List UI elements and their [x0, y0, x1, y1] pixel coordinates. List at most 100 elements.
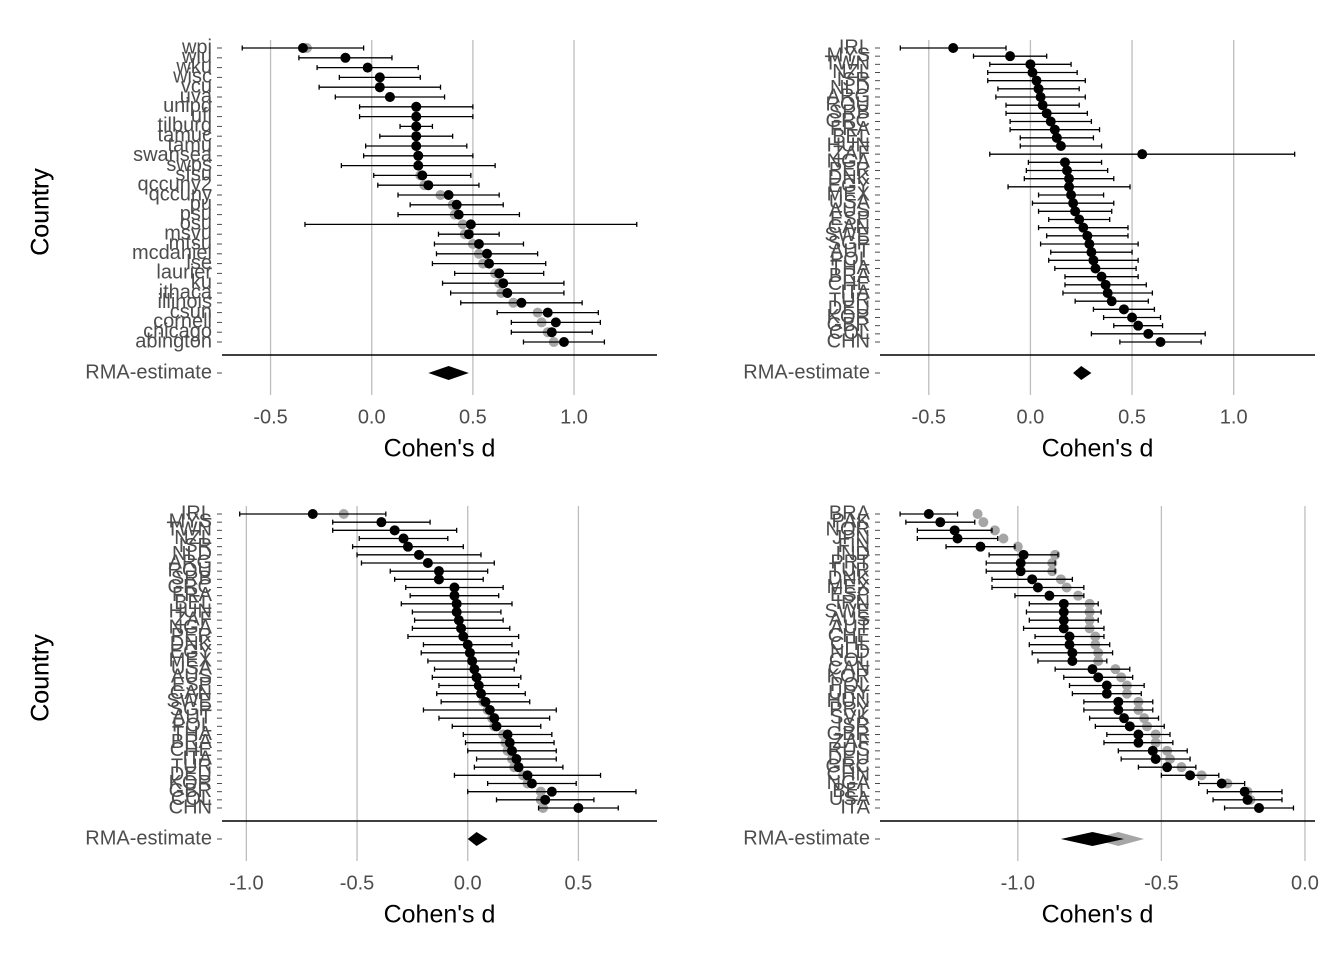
point [449, 590, 460, 601]
point [540, 794, 551, 805]
y-tick-label: ISR [179, 535, 212, 557]
point [411, 141, 422, 151]
estimate-diamond [467, 832, 488, 846]
y-tick-label: qccuny [149, 183, 212, 205]
y-tick-label: qccuny2 [138, 173, 213, 195]
point [1133, 729, 1144, 740]
point [453, 615, 464, 626]
y-tick-label: IRL [839, 36, 870, 58]
point [1027, 574, 1038, 585]
point [462, 639, 473, 650]
point [362, 62, 373, 73]
y-tick-label: PRT [830, 551, 870, 573]
point [1037, 100, 1048, 111]
y-tick-label: POL [172, 715, 212, 737]
point [464, 647, 475, 658]
y-tick-label: wisc [172, 66, 212, 88]
y-axis-title: Country [27, 634, 55, 722]
point [1058, 607, 1069, 617]
y-tick-label: swansea [133, 144, 213, 166]
point [489, 713, 500, 724]
point [374, 82, 385, 93]
point [1113, 696, 1124, 707]
x-tick-label: -1.0 [1001, 872, 1035, 894]
point [1049, 124, 1060, 135]
y-tick-label: ARG [827, 85, 870, 107]
estimate-diamond [1073, 366, 1092, 380]
point [1033, 83, 1044, 94]
point [507, 745, 517, 756]
y-tick-label: NGA [169, 617, 213, 639]
point [1015, 558, 1026, 568]
x-tick-label: 0.0 [358, 406, 386, 428]
point [935, 517, 946, 528]
point [1119, 713, 1130, 724]
y-tick-label: CAN [170, 682, 212, 704]
y-tick-label: illinois [158, 291, 212, 313]
point [949, 525, 960, 536]
y-tick-label: COL [171, 788, 212, 810]
point [516, 297, 527, 308]
x-axis-title: Cohen's d [384, 435, 496, 463]
y-tick-label: AUS [171, 666, 212, 688]
y-tick-label: ithaca [159, 281, 213, 303]
y-tick-label: ESP [172, 674, 212, 696]
y-tick-label: TUR [171, 755, 212, 777]
y-tick-label: ITA [182, 747, 212, 769]
point [1106, 296, 1117, 307]
y-tick-label: USA [829, 191, 871, 213]
y-tick-label: BEL [832, 126, 870, 148]
y-tick-label: sfsu [175, 164, 212, 186]
y-tick-label: cornell [153, 311, 212, 333]
point [573, 803, 584, 813]
point [522, 770, 533, 781]
y-tick-label: ISR [837, 69, 870, 91]
y-tick-label: EGY [170, 641, 212, 663]
y-tick-label: SGP [828, 232, 870, 254]
point [952, 533, 963, 544]
y-tick-label: HUN [827, 690, 870, 712]
point [1055, 141, 1066, 151]
estimate-diamond [1060, 832, 1125, 846]
point [482, 248, 493, 259]
point [1059, 157, 1070, 168]
point [1133, 320, 1144, 331]
y-tick-label: AUS [829, 200, 870, 222]
point [1074, 214, 1085, 225]
y-tick-label: ku [191, 271, 212, 293]
point [465, 219, 476, 230]
y-tick-label: EGY [828, 175, 870, 197]
y-tick-label: PER [171, 625, 212, 647]
y-tick-label: USA [829, 788, 871, 810]
y-tick-label: ISR [837, 715, 870, 737]
y-tick-label: ROU [168, 559, 212, 581]
point [456, 623, 467, 634]
point [413, 150, 424, 161]
point [1041, 108, 1052, 119]
point [542, 307, 553, 318]
y-tick-label: ITA [840, 281, 870, 303]
y-tick-label: COL [829, 322, 870, 344]
point [1062, 165, 1073, 176]
point [411, 131, 422, 142]
y-tick-label: mcdaniel [132, 242, 212, 264]
point [1093, 672, 1104, 683]
y-tick-label: ZAF [832, 142, 870, 164]
y-tick-label: ITA [840, 796, 870, 818]
point [1005, 51, 1016, 62]
point [1124, 721, 1135, 732]
y-tick-label: POL [830, 674, 870, 696]
point [1185, 770, 1196, 781]
y-tick-label: AUS [829, 608, 870, 630]
y-tick-label: MEX [169, 649, 212, 671]
comparison-point [978, 517, 989, 528]
y-tick-label: wku [175, 56, 212, 78]
y-tick-label: uva [180, 85, 213, 107]
point [1143, 328, 1154, 339]
y-tick-label: ESP [830, 584, 870, 606]
y-tick-label: GRC [826, 755, 870, 777]
y-tick-label: FRA [830, 118, 871, 140]
point [1035, 92, 1046, 102]
point [1100, 279, 1111, 290]
y-tick-label: HUN [827, 134, 870, 156]
